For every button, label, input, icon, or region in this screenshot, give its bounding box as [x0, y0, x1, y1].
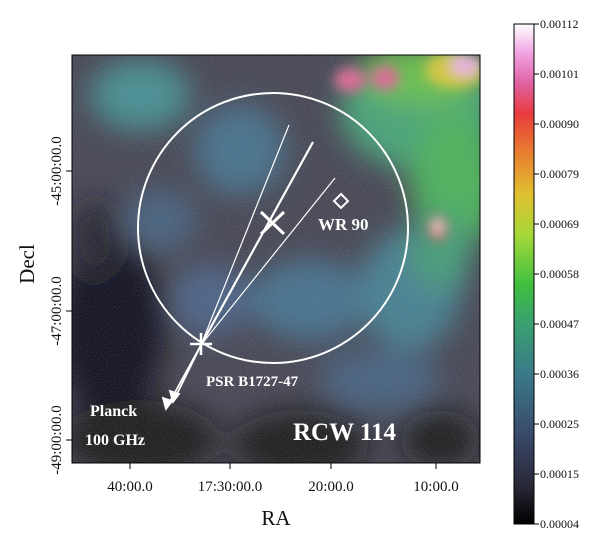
x-tick-label: 20:00.0 [308, 479, 353, 495]
proper-motion-arrows [161, 344, 202, 412]
y-tick-marks [66, 170, 72, 441]
y-tick-label: -47:00:00.0 [49, 276, 65, 346]
x-tick-label: 17:30:00.0 [198, 479, 263, 495]
y-axis-title: Decl [15, 244, 39, 284]
pulsar-label: PSR B1727-47 [206, 374, 299, 390]
instrument-label-line1: Planck [90, 403, 137, 420]
y-tick-label: -45:00:00.0 [49, 136, 65, 206]
x-tick-label: 40:00.0 [107, 479, 152, 495]
colorbar-tick-label: 0.00112 [540, 17, 579, 31]
heatmap-image: WR 90 PSR B1727-47 Planck 100 GHz RCW 11… [72, 55, 480, 463]
x-tick-marks [129, 463, 437, 469]
colorbar-tick-label: 0.00004 [540, 517, 579, 531]
colorbar-ticks: 0.00112 0.00101 0.00090 0.00079 0.00069 0.000… [534, 17, 579, 531]
y-tick-label: -49:00:00.0 [49, 405, 65, 475]
colorbar-tick-label: 0.00025 [540, 417, 579, 431]
trajectory-lines [200, 124, 336, 346]
colorbar-tick-label: 0.00069 [540, 217, 579, 231]
colorbar-tick-label: 0.00036 [540, 367, 579, 381]
plot-frame [71, 54, 481, 464]
wr90-marker [332, 192, 350, 210]
pulsar-marker [190, 333, 212, 355]
colorbar-tick-label: 0.00047 [540, 317, 579, 331]
colorbar-tick-label: 0.00015 [540, 467, 579, 481]
x-axis-title: RA [261, 506, 291, 530]
region-label: RCW 114 [293, 419, 397, 446]
colorbar [513, 23, 535, 525]
instrument-label-line2: 100 GHz [85, 432, 145, 449]
colorbar-tick-label: 0.00101 [540, 67, 579, 81]
region-circle [137, 92, 409, 364]
center-marker [259, 210, 286, 236]
colorbar-tick-label: 0.00079 [540, 167, 579, 181]
x-tick-label: 10:00.0 [413, 479, 458, 495]
star-label: WR 90 [318, 215, 369, 234]
colorbar-tick-label: 0.00090 [540, 117, 579, 131]
colorbar-tick-label: 0.00058 [540, 267, 579, 281]
